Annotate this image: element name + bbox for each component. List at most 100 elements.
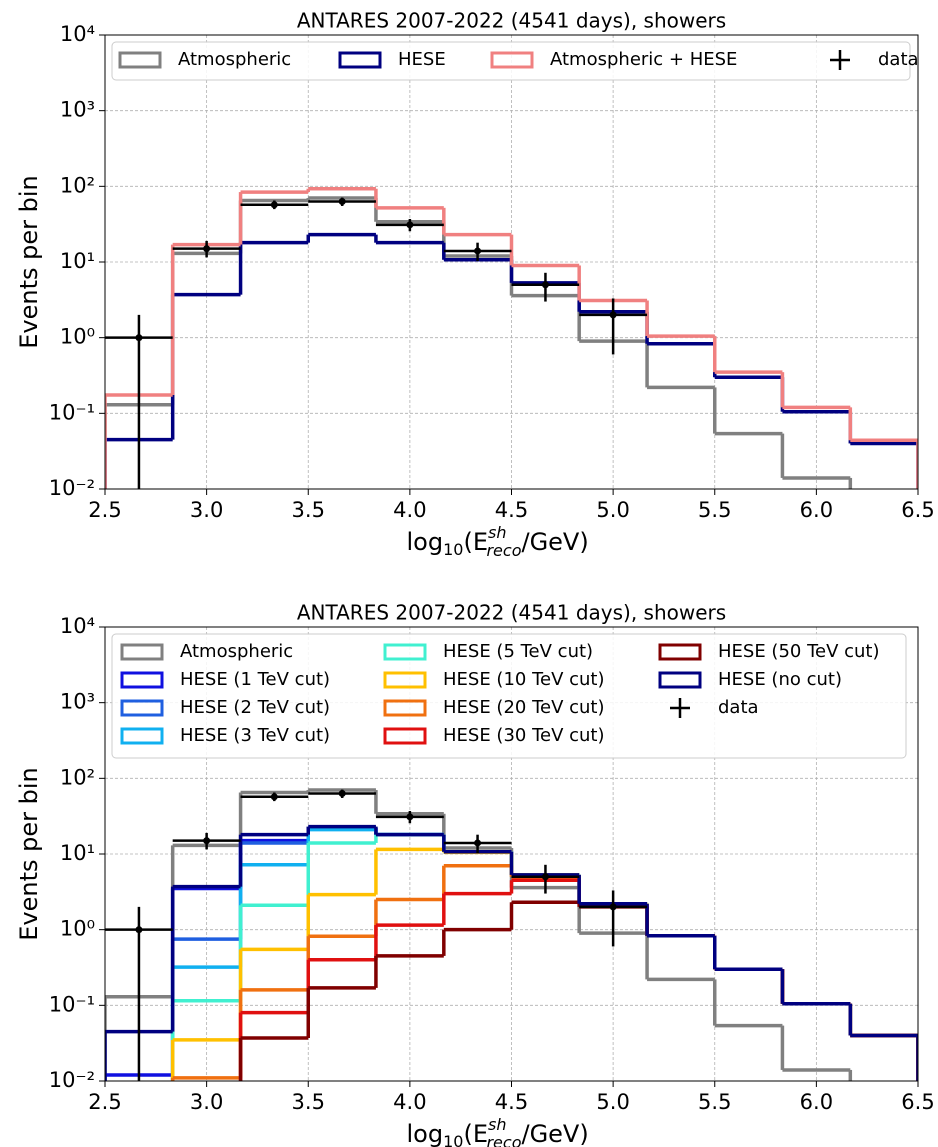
y-axis-label: Events per bin: [15, 175, 43, 349]
data-point: [609, 903, 617, 911]
x-axis-label-part: (E: [463, 528, 488, 556]
axes: 2.5 3.0 3.5 4.0 4.5 5.0 5.5 6.0 6.5 10⁻² 10⁻¹ 10⁰ 10…: [15, 601, 935, 1147]
legend-swatch: [120, 699, 164, 717]
legend-label: data: [878, 49, 919, 70]
legend-swatch: [383, 671, 427, 689]
data-point: [338, 790, 346, 798]
axes: 2.5 3.0 3.5 4.0 4.5 5.0 5.5 6.0 6.5 10⁻² 10⁻¹ 10⁰ 10…: [15, 9, 935, 560]
x-tick-label: 3.5: [292, 1090, 325, 1114]
data-point: [135, 926, 143, 934]
x-tick-label: 5.0: [596, 498, 629, 522]
legend-label: HESE: [398, 49, 446, 70]
x-tick-label: 2.5: [88, 1090, 121, 1114]
y-tick-label: 10⁰: [60, 917, 95, 941]
legend-swatch: [383, 699, 427, 717]
y-tick-label: 10²: [60, 173, 95, 197]
y-axis-label: Events per bin: [15, 767, 43, 941]
x-axis-label: log10(Esh reco/GeV): [407, 523, 589, 560]
y-tick-label: 10¹: [60, 841, 95, 865]
data-point: [203, 837, 211, 845]
x-axis-label-part: reco: [486, 1133, 521, 1147]
legend-label: HESE (1 TeV cut): [180, 669, 330, 690]
y-tick-label: 10⁻²: [49, 476, 95, 500]
legend-label: data: [718, 697, 759, 718]
axes-frame: [104, 626, 919, 1082]
data-point: [203, 245, 211, 253]
legend-swatch: [383, 643, 427, 661]
legend-swatch: [658, 643, 702, 661]
plot-marks: [105, 788, 918, 1081]
chart-title: ANTARES 2007-2022 (4541 days), showers: [297, 601, 726, 625]
x-tick-label: 6.0: [800, 498, 833, 522]
x-tick-label: 6.5: [901, 1090, 934, 1114]
legend-swatch: [490, 51, 534, 69]
x-tick-label: 6.5: [901, 498, 934, 522]
y-tick-label: 10⁰: [60, 325, 95, 349]
chart-title: ANTARES 2007-2022 (4541 days), showers: [297, 9, 726, 33]
legend-label: HESE (5 TeV cut): [443, 641, 593, 662]
legend-swatch: [120, 671, 164, 689]
x-tick-label: 6.0: [800, 1090, 833, 1114]
y-tick-label: 10²: [60, 765, 95, 789]
data-point: [406, 221, 414, 229]
y-tick-label: 10³: [60, 690, 95, 714]
x-axis-label-part: log: [407, 1120, 444, 1147]
data-point: [474, 247, 482, 255]
x-axis-label-part: 10: [443, 1132, 463, 1147]
legend-label: HESE (no cut): [718, 669, 842, 690]
x-axis-label-part: (E: [463, 1120, 488, 1147]
legend-label: Atmospheric: [178, 49, 291, 70]
x-axis-label-part: reco: [486, 541, 521, 560]
legend-label: HESE (30 TeV cut): [443, 725, 605, 746]
data-point: [609, 311, 617, 319]
data-point: [270, 201, 278, 209]
axes-frame: [104, 34, 919, 490]
legend-swatch: [658, 671, 702, 689]
legend-label: HESE (2 TeV cut): [180, 697, 330, 718]
x-tick-label: 5.5: [698, 498, 731, 522]
y-tick-label: 10⁻¹: [49, 400, 95, 424]
x-tick-label: 4.5: [495, 498, 528, 522]
data-point: [135, 334, 143, 342]
x-tick-label: 5.0: [596, 1090, 629, 1114]
y-tick-label: 10⁻²: [49, 1068, 95, 1092]
x-tick-label: 5.5: [698, 1090, 731, 1114]
x-tick-label: 4.5: [495, 1090, 528, 1114]
legend-label: Atmospheric + HESE: [550, 49, 737, 70]
data-point: [541, 281, 549, 289]
legend-swatch: [120, 727, 164, 745]
legend-label: HESE (20 TeV cut): [443, 697, 605, 718]
legend-swatch: [338, 51, 382, 69]
legend-swatch: [383, 727, 427, 745]
y-tick-label: 10³: [60, 98, 95, 122]
plot-marks: [105, 186, 918, 489]
y-tick-label: 10⁴: [60, 22, 95, 46]
x-axis-label-part: 10: [443, 540, 463, 559]
legend-label: HESE (10 TeV cut): [443, 669, 605, 690]
x-axis-label-part: /GeV): [521, 528, 588, 556]
data-point: [474, 839, 482, 847]
x-axis-label-part: log: [407, 528, 444, 556]
x-tick-label: 3.5: [292, 498, 325, 522]
data-point: [338, 198, 346, 206]
data-point: [406, 813, 414, 821]
x-axis-label-part: /GeV): [521, 1120, 588, 1147]
legend-label: HESE (50 TeV cut): [718, 641, 880, 662]
legend-label: HESE (3 TeV cut): [180, 725, 330, 746]
y-tick-label: 10⁴: [60, 614, 95, 638]
x-tick-label: 4.0: [393, 498, 426, 522]
x-tick-label: 3.0: [190, 1090, 223, 1114]
y-tick-label: 10¹: [60, 249, 95, 273]
x-axis-label: log10(Esh reco/GeV): [407, 1115, 589, 1147]
x-tick-label: 4.0: [393, 1090, 426, 1114]
x-tick-label: 2.5: [88, 498, 121, 522]
legend-label: Atmospheric: [180, 641, 293, 662]
data-point: [541, 873, 549, 881]
data-point: [270, 793, 278, 801]
x-axis-label-part: sh: [488, 523, 506, 542]
legend-frame: [111, 633, 907, 759]
x-tick-label: 3.0: [190, 498, 223, 522]
legend-swatch: [118, 51, 162, 69]
y-tick-label: 10⁻¹: [49, 992, 95, 1016]
